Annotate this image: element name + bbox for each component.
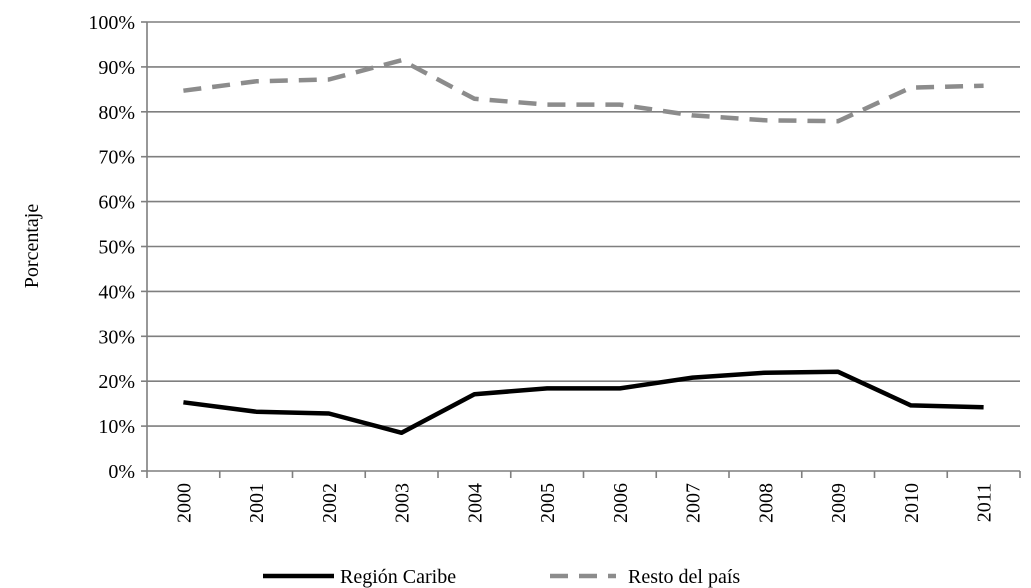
x-tick-label: 2004 (464, 483, 486, 523)
axes (141, 21, 1021, 478)
y-axis-label: Porcentaje (21, 204, 43, 289)
y-tick-label: 50% (98, 237, 135, 259)
x-tick-label: 2007 (683, 483, 705, 523)
y-tick-labels: 0% 10% 20% 30% 40% 50% 60% 70% 80% 90% 100% (88, 12, 135, 483)
legend-label-1: Región Caribe (340, 566, 456, 588)
y-tick-label: 40% (98, 281, 135, 303)
legend: Región Caribe Resto del país (263, 566, 740, 588)
x-tick-label: 2010 (901, 483, 923, 523)
y-tick-label: 100% (88, 12, 135, 34)
x-tick-label: 2002 (319, 483, 341, 523)
x-tick-label: 2006 (610, 483, 632, 523)
y-tick-label: 10% (98, 416, 135, 438)
y-tick-label: 20% (98, 371, 135, 393)
series-line-1 (183, 369, 984, 436)
x-tick-label: 2009 (828, 483, 850, 523)
y-tick-label: 80% (98, 102, 135, 124)
series-lines (183, 57, 984, 436)
legend-label-2: Resto del país (628, 566, 740, 588)
x-tick-labels: 2000 2001 2002 2003 2004 2005 2006 2007 2008 2009… (173, 483, 995, 523)
y-tick-label: 60% (98, 192, 135, 214)
y-tick-label: 70% (98, 147, 135, 169)
series-line-2 (183, 57, 984, 124)
gridlines (147, 21, 1020, 427)
y-tick-label: 30% (98, 326, 135, 348)
x-tick-label: 2003 (392, 483, 414, 523)
x-tick-label: 2000 (173, 483, 195, 523)
x-tick-label: 2008 (755, 483, 777, 523)
x-tick-label: 2001 (246, 483, 268, 523)
y-tick-label: 90% (98, 57, 135, 79)
x-tick-label: 2011 (974, 483, 996, 522)
y-tick-label: 0% (108, 461, 135, 483)
x-tick-label: 2005 (537, 483, 559, 523)
